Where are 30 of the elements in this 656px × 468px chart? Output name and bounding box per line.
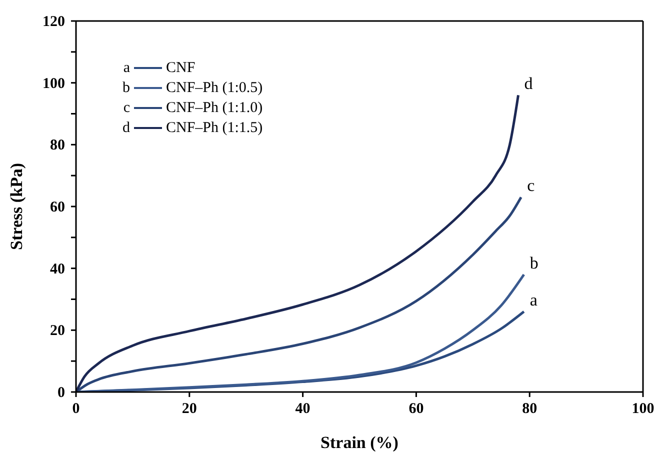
y-tick-label: 40 (50, 261, 65, 278)
legend-label: CNF (166, 59, 196, 78)
annotation: b (530, 254, 538, 273)
text: c (123, 100, 130, 116)
text: a (123, 60, 130, 76)
y-axis-title: Stress (kPa) (7, 162, 26, 250)
line-series (76, 196, 522, 392)
x-axis-title: Strain (%) (320, 433, 398, 452)
x-tick-label: 40 (295, 401, 310, 417)
x-tick-label: 100 (632, 401, 654, 417)
x-tick-label: 80 (522, 401, 538, 417)
y-tick-label: 100 (42, 76, 65, 92)
y-tick-label: 0 (58, 385, 65, 401)
x-tick-label: 0 (72, 401, 80, 417)
y-tick-label: 80 (50, 138, 65, 154)
text: d (122, 120, 130, 136)
annotation: d (524, 74, 534, 94)
x-tick-label: 60 (408, 401, 424, 417)
legend-label: CNF–Ph (1:1.0) (166, 99, 263, 118)
line-series (76, 94, 520, 392)
y-tick-label: 60 (50, 200, 65, 216)
line-series (76, 273, 526, 392)
y-tick-label: 20 (50, 323, 65, 340)
legend-label: CNF–Ph (1:0.5) (166, 79, 263, 98)
annotation: a (530, 290, 538, 310)
annotation: c (527, 176, 536, 196)
x-tick-label: 20 (182, 401, 197, 417)
y-tick-label: 120 (42, 14, 65, 30)
legend-label: CNF–Ph (1:1.5) (166, 119, 263, 138)
text: b (122, 80, 130, 96)
